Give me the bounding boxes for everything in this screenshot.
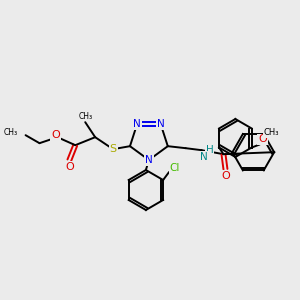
- Text: CH₃: CH₃: [78, 112, 92, 121]
- Text: Cl: Cl: [170, 163, 180, 173]
- Text: O: O: [51, 130, 60, 140]
- Text: N: N: [200, 152, 208, 162]
- Text: O: O: [221, 171, 230, 181]
- Text: N: N: [157, 119, 164, 129]
- Text: CH₃: CH₃: [264, 128, 279, 137]
- Text: H: H: [206, 145, 213, 155]
- Text: N: N: [145, 155, 153, 165]
- Text: O: O: [65, 162, 74, 172]
- Text: S: S: [110, 144, 117, 154]
- Text: O: O: [258, 134, 267, 145]
- Text: CH₃: CH₃: [4, 128, 18, 137]
- Text: N: N: [133, 119, 141, 129]
